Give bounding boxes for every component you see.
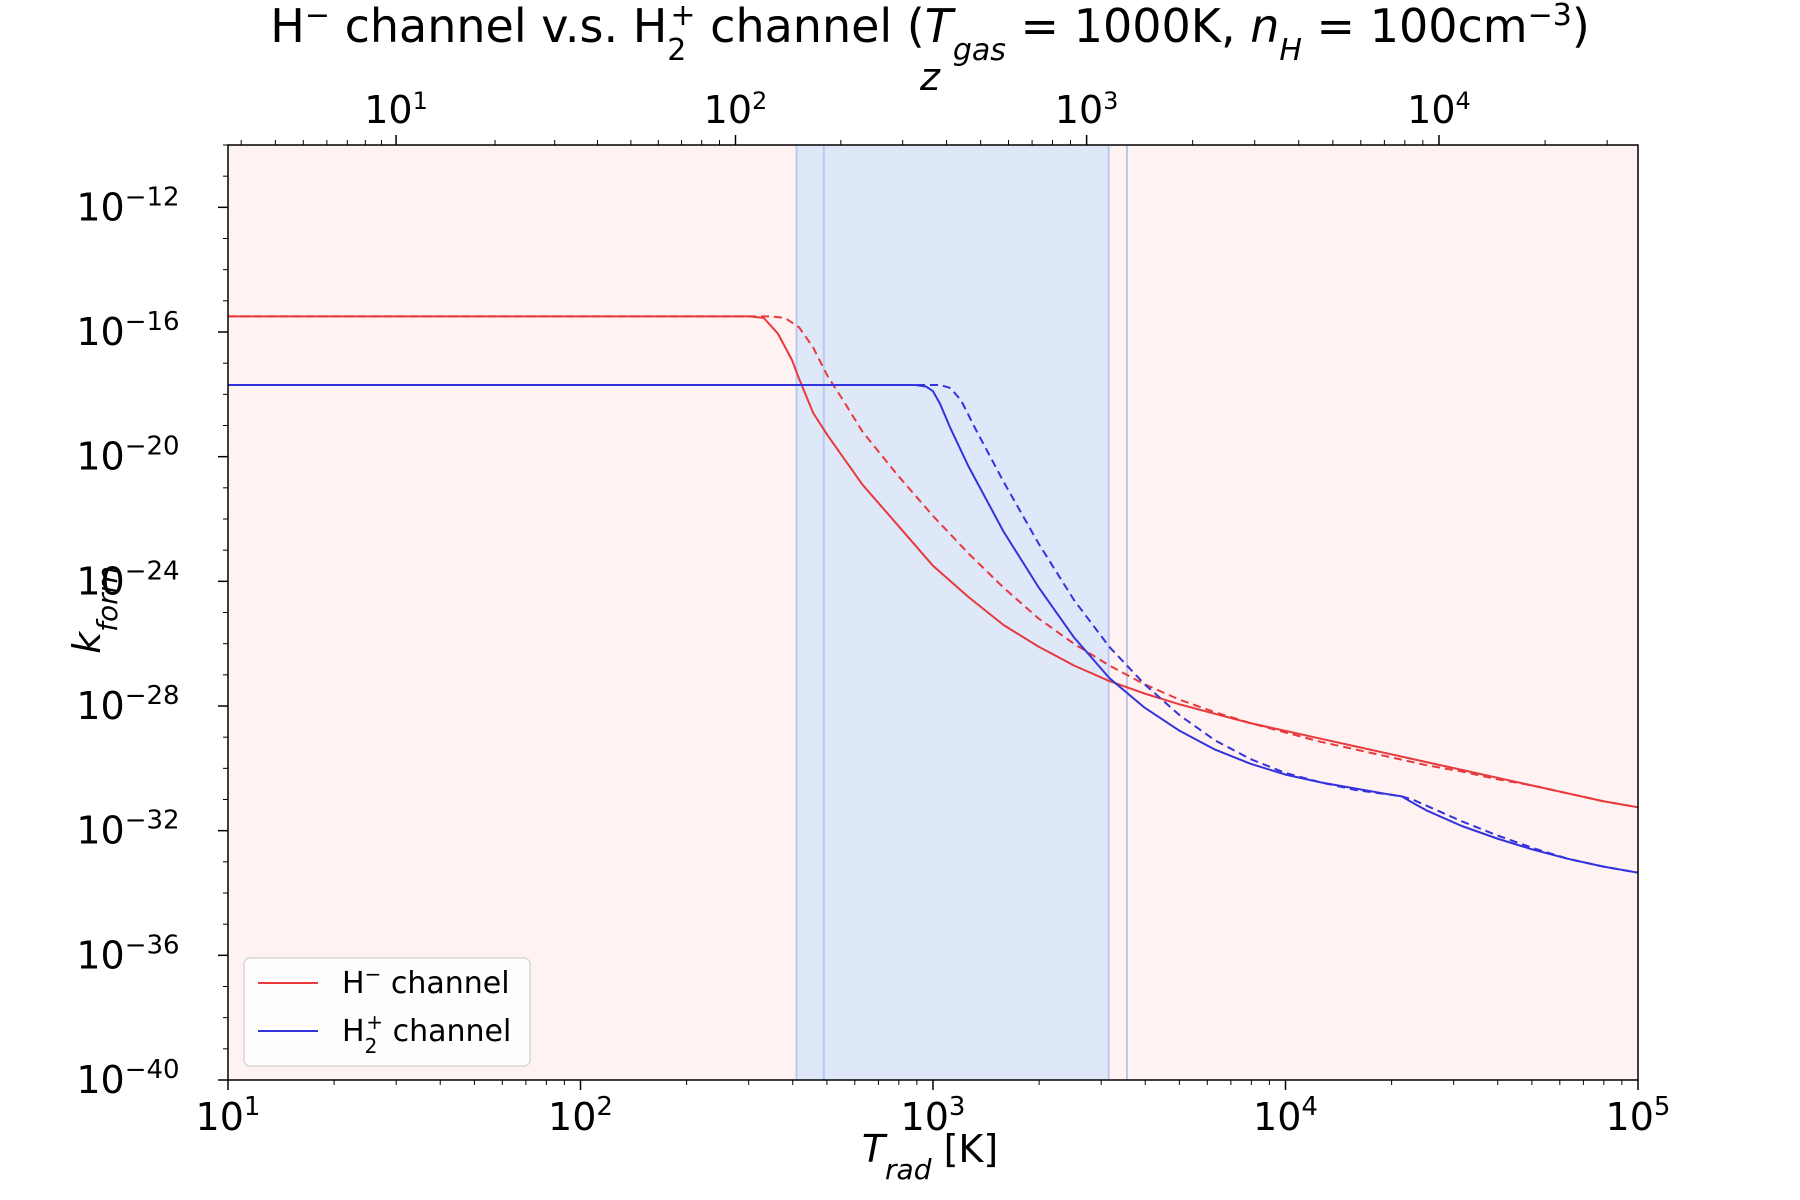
title-part: = 100cm xyxy=(1302,0,1528,53)
y-tick-label: 10−24 xyxy=(76,556,179,603)
y-tick-label: 10−16 xyxy=(76,307,179,354)
title-part: = 1000K, xyxy=(1006,0,1250,53)
y-tick-label: 10−28 xyxy=(76,681,179,728)
shaded-regions xyxy=(228,145,1638,1080)
y-tick-label: 10−12 xyxy=(76,182,179,229)
legend-box xyxy=(243,957,531,1067)
title-part: + xyxy=(670,0,695,33)
title-part: − xyxy=(305,0,330,33)
top-x-tick-label: 104 xyxy=(1407,87,1471,132)
title-part: H xyxy=(270,0,305,53)
title-part: gas xyxy=(953,33,1006,68)
x-axis-label-subscript: rad xyxy=(885,1153,932,1186)
vertical-lines xyxy=(795,145,1128,1080)
y-axis-label-subscript: form xyxy=(91,566,124,632)
x-tick-label: 101 xyxy=(196,1092,261,1139)
series-line-0 xyxy=(228,315,1639,809)
x-axis-label-symbol: T xyxy=(862,1127,888,1171)
legend-label-h2-plus: H2+ channel xyxy=(342,1010,511,1058)
axis-tick-labels: 101 102 103 104 105 10−12 10−16 10−20 10−24 10−28… xyxy=(76,87,1670,1139)
title-part: channel v.s. H xyxy=(330,0,667,53)
title-part: T xyxy=(925,0,957,53)
y-tick-label: 10−40 xyxy=(76,1055,179,1102)
series-line-2 xyxy=(228,384,1639,874)
title-part: 2 xyxy=(667,33,686,68)
shaded-region-0 xyxy=(228,145,797,1080)
chart-title: H− channel v.s. H2+ channel (Tgas = 1000… xyxy=(270,0,1590,68)
series-line-3 xyxy=(228,384,1639,874)
axis-ticks xyxy=(218,135,1639,1090)
x-axis-label-unit: [K] xyxy=(932,1127,999,1171)
series-line-1 xyxy=(228,315,1639,809)
series-lines xyxy=(228,315,1639,874)
title-part: n xyxy=(1250,0,1279,53)
shaded-region-1 xyxy=(796,145,1109,1080)
top-x-axis-label: z xyxy=(919,55,941,99)
title-part: channel ( xyxy=(696,0,925,53)
title-part: ) xyxy=(1572,0,1590,53)
legend: H− channel H2+ channel xyxy=(243,957,531,1067)
title-part: −3 xyxy=(1528,0,1572,33)
y-axis-label-symbol: k xyxy=(65,630,109,654)
title-part: H xyxy=(1279,33,1302,68)
top-x-tick-label: 103 xyxy=(1055,87,1119,132)
top-x-tick-label: 102 xyxy=(704,87,768,132)
y-tick-label: 10−32 xyxy=(76,806,179,853)
shaded-region-2 xyxy=(1108,145,1638,1080)
y-axis-label: kform xyxy=(65,566,124,654)
y-tick-label: 10−36 xyxy=(76,930,179,977)
x-tick-label: 103 xyxy=(901,1092,966,1139)
x-tick-label: 105 xyxy=(1606,1092,1671,1139)
x-tick-label: 102 xyxy=(548,1092,613,1139)
y-tick-label: 10−20 xyxy=(76,432,179,479)
top-x-tick-label: 101 xyxy=(364,87,428,132)
x-axis-label: Trad [K] xyxy=(862,1127,998,1186)
legend-label-h-minus: H− channel xyxy=(342,962,510,1001)
x-tick-label: 104 xyxy=(1253,1092,1318,1139)
